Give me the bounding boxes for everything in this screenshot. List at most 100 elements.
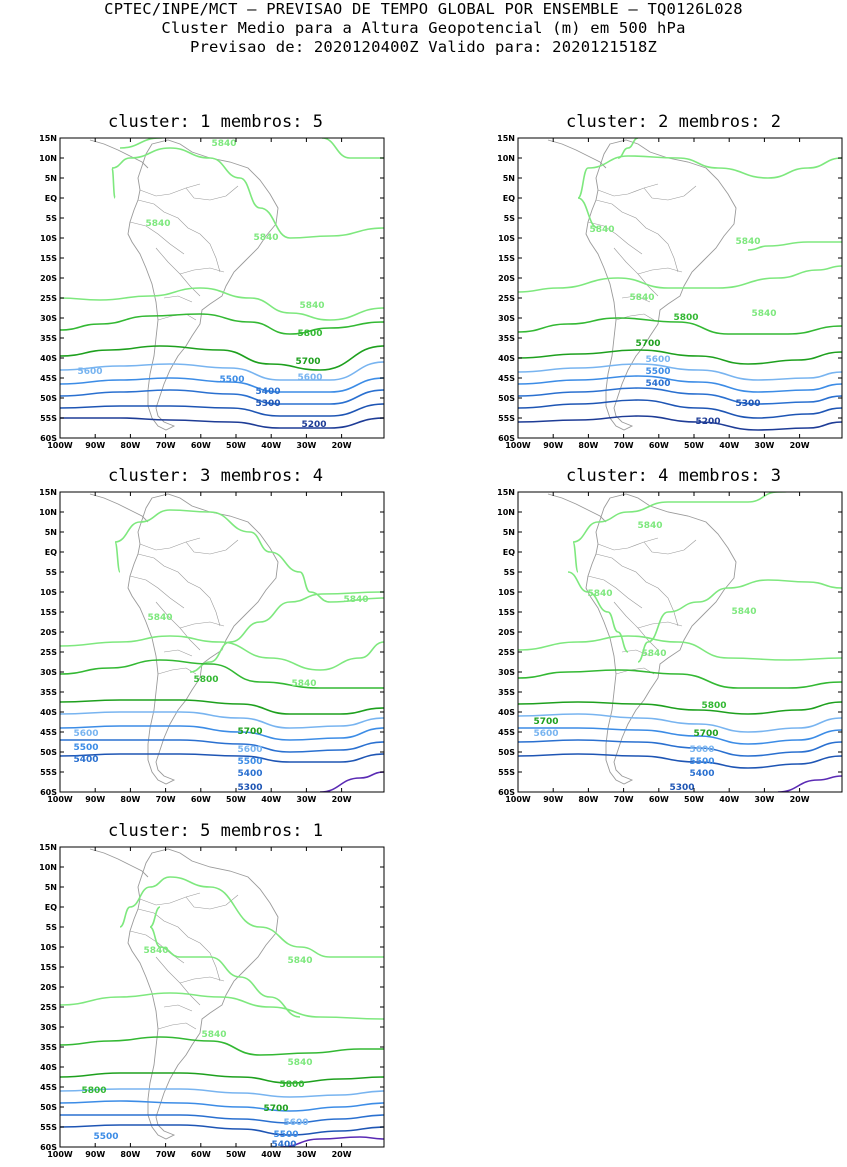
map-frame (59, 137, 385, 439)
contour-label: 5500 (219, 375, 244, 385)
lat-tick-label: 5S (504, 214, 516, 223)
lat-tick-label: 35S (40, 334, 57, 343)
country-border (163, 649, 193, 657)
contour-label: 5400 (689, 769, 714, 779)
contour-line (60, 389, 384, 405)
contour-label: 5300 (735, 399, 760, 409)
map-frame (59, 491, 385, 793)
panel-title: cluster: 3 membros: 4 (108, 466, 323, 486)
contour-line (111, 147, 384, 239)
lon-tick-label: 100W (47, 441, 73, 450)
lat-tick-label: 55S (40, 414, 57, 423)
contour-line (60, 992, 384, 1020)
lat-tick-label: 15S (40, 963, 57, 972)
contour-label: 5840 (343, 595, 368, 605)
lat-tick-label: 30S (40, 668, 57, 677)
country-border (657, 233, 679, 273)
lat-tick-label: 10N (497, 154, 515, 163)
contour-line (518, 387, 842, 405)
lon-tick-label: 40W (719, 441, 739, 450)
lon-tick-label: 70W (156, 795, 176, 804)
cluster-panel-4: cluster: 4 membros: 3 5840 5840 5840 5840 58… (478, 466, 847, 812)
contour-label: 5600 (73, 729, 98, 739)
contour-line (60, 345, 384, 371)
lat-tick-label: 25S (40, 648, 57, 657)
contour-label: 5840 (735, 237, 760, 247)
contour-line (60, 1036, 384, 1056)
contour-label: 5800 (297, 329, 322, 339)
lon-tick-label: 50W (226, 1150, 246, 1159)
map-plot: 5840 5840 5840 5840 5800 5800 5700 5600 5500 5500… (39, 843, 385, 1159)
lat-tick-label: 5N (45, 174, 57, 183)
contour-line (60, 417, 384, 429)
country-border (139, 183, 201, 197)
contour-label: 5800 (81, 1086, 106, 1096)
lat-tick-label: 45S (40, 1083, 57, 1092)
lon-tick-label: 80W (120, 795, 140, 804)
country-border (185, 185, 239, 201)
lon-tick-label: 80W (578, 795, 598, 804)
lat-tick-label: 50S (498, 748, 515, 757)
contour-line (518, 399, 842, 419)
contour-label: 5840 (143, 946, 168, 956)
contour-label: 5600 (689, 745, 714, 755)
contour-line (518, 739, 842, 757)
lat-tick-label: 45S (498, 374, 515, 383)
country-border (155, 601, 201, 651)
continent-outline (585, 493, 737, 785)
contour-line (518, 265, 842, 293)
lon-tick-label: 50W (226, 795, 246, 804)
contour-line (518, 701, 842, 715)
lat-tick-label: 35S (40, 688, 57, 697)
lat-tick-label: 40S (40, 1063, 57, 1072)
contour-line (189, 591, 384, 673)
country-border (657, 587, 679, 627)
country-border (155, 956, 201, 1006)
lon-tick-label: 20W (332, 795, 352, 804)
lon-tick-label: 20W (790, 441, 810, 450)
country-border (179, 267, 225, 275)
country-border (137, 553, 201, 589)
lat-tick-label: 15N (39, 843, 57, 852)
lat-tick-label: 10S (40, 588, 57, 597)
contour-label: 5200 (695, 417, 720, 427)
contour-line (60, 287, 384, 321)
contour-line (60, 361, 384, 381)
contour-label: 5700 (693, 729, 718, 739)
central-america-outline (89, 848, 149, 878)
contour-label: 5840 (637, 521, 662, 531)
lat-tick-label: 20S (498, 274, 515, 283)
country-border (179, 621, 225, 629)
lat-tick-label: 5N (503, 174, 515, 183)
contour-label: 5300 (237, 783, 262, 793)
country-border (199, 587, 221, 627)
lat-tick-label: 35S (40, 1043, 57, 1052)
lon-tick-label: 70W (614, 441, 634, 450)
lat-tick-label: 30S (40, 1023, 57, 1032)
central-america-outline (89, 493, 149, 523)
lat-tick-label: 10N (39, 863, 57, 872)
contour-label: 5840 (287, 1058, 312, 1068)
contour-label: 5600 (283, 1118, 308, 1128)
lat-tick-label: 15S (498, 608, 515, 617)
contour-line (321, 138, 384, 159)
contour-line (279, 1136, 384, 1147)
lat-tick-label: 10S (498, 588, 515, 597)
contour-line (149, 906, 301, 1018)
contour-line (60, 1114, 384, 1124)
contour-label: 5840 (145, 219, 170, 229)
lat-tick-label: 20S (498, 628, 515, 637)
map-plot: 5840 5840 5840 5840 5800 5700 5600 5500 5400 5300… (497, 134, 843, 450)
contour-line (518, 317, 842, 335)
lat-tick-label: 10S (40, 234, 57, 243)
lon-tick-label: 100W (47, 1150, 73, 1159)
panel-title: cluster: 1 membros: 5 (108, 112, 323, 132)
contour-label: 5840 (641, 649, 666, 659)
contour-line (60, 725, 384, 741)
contour-line (60, 1124, 384, 1136)
country-border (137, 908, 201, 944)
contour-label: 5400 (645, 379, 670, 389)
header-line-1: CPTEC/INPE/MCT – PREVISAO DE TEMPO GLOBA… (104, 0, 743, 18)
lat-tick-label: 40S (40, 354, 57, 363)
contour-line (617, 138, 639, 159)
